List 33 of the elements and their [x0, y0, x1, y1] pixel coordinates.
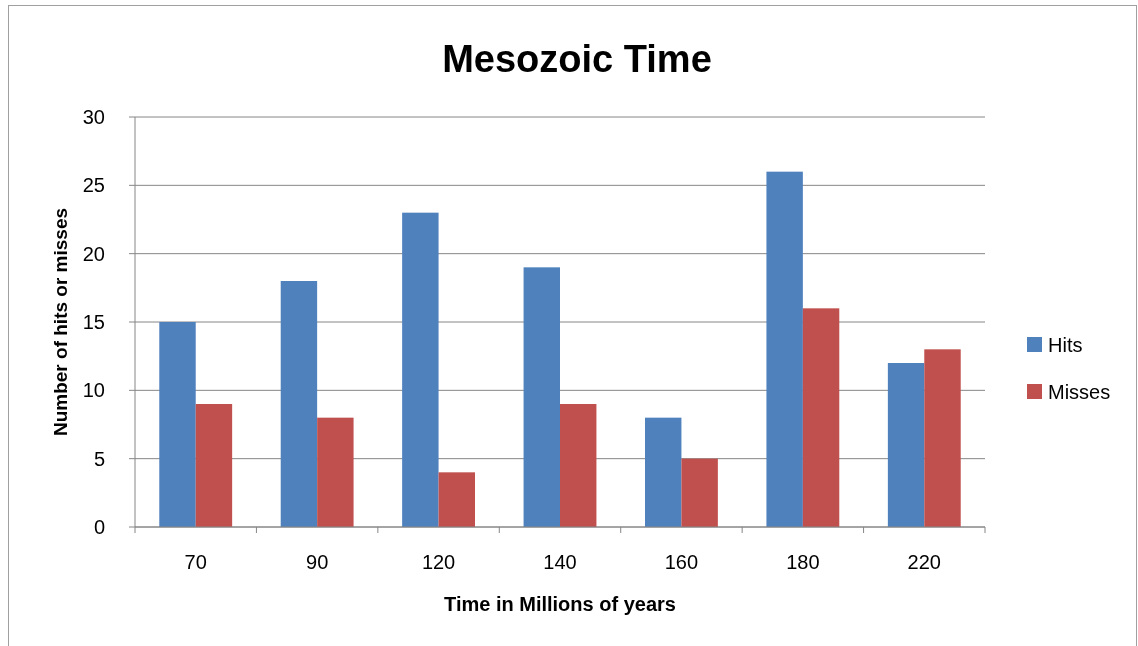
y-tick-label: 0 [93, 516, 105, 538]
bar [438, 472, 475, 527]
bar [317, 417, 354, 527]
y-axis-title: Number of hits or misses [50, 207, 71, 437]
y-tick-label: 10 [82, 379, 105, 402]
x-tick-label: 70 [184, 551, 207, 573]
x-axis-title: Time in Millions of years [444, 593, 676, 615]
legend-label: Misses [1048, 381, 1111, 403]
bar [645, 417, 682, 527]
bar [195, 404, 233, 527]
bar [681, 458, 718, 527]
y-tick-label: 25 [82, 174, 105, 197]
x-tick-label: 90 [306, 551, 329, 573]
x-tick-label: 160 [664, 551, 699, 573]
y-tick-label: 5 [93, 447, 105, 470]
bar [159, 322, 196, 527]
x-tick-label: 120 [421, 551, 456, 573]
bar [560, 404, 597, 527]
x-tick-label: 220 [907, 551, 941, 573]
y-tick-label: 20 [82, 242, 105, 265]
legend-label: Hits [1048, 334, 1083, 356]
bar [887, 363, 925, 527]
x-tick-label: 180 [786, 551, 820, 573]
bar [766, 171, 803, 527]
bar [523, 267, 560, 527]
x-tick-label: 140 [543, 551, 577, 573]
bar [924, 349, 961, 527]
bar [802, 308, 840, 527]
bar [402, 212, 439, 527]
bar [280, 281, 318, 527]
y-tick-label: 30 [82, 106, 105, 128]
chart-title: Mesozoic Time [442, 38, 712, 80]
y-tick-label: 15 [82, 311, 105, 333]
